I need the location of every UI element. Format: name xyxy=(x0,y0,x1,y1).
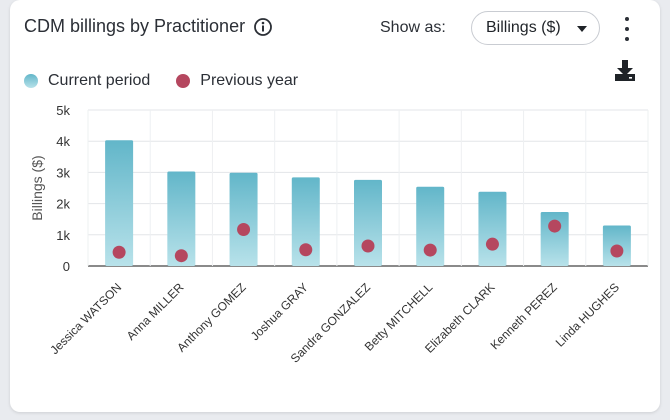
y-tick-label: 3k xyxy=(56,165,70,180)
bar-current[interactable] xyxy=(416,186,445,266)
x-tick-label: Joshua GRAY xyxy=(248,280,311,343)
dot-previous[interactable] xyxy=(610,244,624,258)
bar-current[interactable] xyxy=(291,177,320,266)
dot-previous[interactable] xyxy=(112,245,126,259)
x-tick-label: Anthony GOMEZ xyxy=(174,280,249,355)
bar-current[interactable] xyxy=(478,191,507,266)
x-tick-label: Jessica WATSON xyxy=(47,280,124,357)
dots-previous xyxy=(112,219,624,263)
x-tick-label: Anna MILLER xyxy=(124,280,187,343)
dot-previous[interactable] xyxy=(237,222,251,236)
card-title: CDM billings by Practitioner xyxy=(24,16,273,37)
legend-swatch-current xyxy=(24,74,38,88)
dot-previous[interactable] xyxy=(174,249,188,263)
caret-down-icon xyxy=(577,26,587,32)
dot-previous[interactable] xyxy=(361,239,375,253)
show-as-label: Show as: xyxy=(380,19,446,36)
y-tick-label: 0 xyxy=(63,259,70,274)
chart-legend: Current period Previous year xyxy=(24,72,324,90)
y-tick-label: 1k xyxy=(56,228,70,243)
legend-label-current: Current period xyxy=(48,72,151,89)
bar-current[interactable] xyxy=(229,172,258,266)
y-tick-label: 2k xyxy=(56,197,70,212)
dropdown-value: Billings ($) xyxy=(486,19,561,36)
info-icon[interactable] xyxy=(253,17,273,37)
bar-current[interactable] xyxy=(354,179,382,266)
bar-current[interactable] xyxy=(167,171,196,266)
bars-current xyxy=(105,140,631,266)
kebab-menu-icon[interactable] xyxy=(620,17,634,41)
x-tick-label: Kenneth PEREZ xyxy=(488,280,560,352)
y-axis-label: Billings ($) xyxy=(29,155,45,220)
dot-previous[interactable] xyxy=(485,237,499,251)
x-tick-label: Linda HUGHES xyxy=(553,280,622,349)
legend-swatch-previous xyxy=(176,74,191,88)
y-axis-ticks: 0 1k 2k 3k 4k 5k xyxy=(56,103,70,274)
legend-item-current[interactable]: Current period xyxy=(24,72,150,90)
download-icon[interactable] xyxy=(613,58,637,84)
bar-current[interactable] xyxy=(105,140,134,266)
dot-previous[interactable] xyxy=(548,219,562,233)
dot-previous[interactable] xyxy=(423,243,437,257)
legend-item-previous[interactable]: Previous year xyxy=(176,72,298,90)
show-as-dropdown[interactable]: Billings ($) xyxy=(471,11,600,45)
y-tick-label: 4k xyxy=(56,134,70,149)
chart-title: CDM billings by Practitioner xyxy=(24,16,246,36)
bar-current[interactable] xyxy=(540,212,569,266)
y-tick-label: 5k xyxy=(56,103,70,118)
dot-previous[interactable] xyxy=(299,243,313,257)
legend-label-previous: Previous year xyxy=(200,72,299,89)
